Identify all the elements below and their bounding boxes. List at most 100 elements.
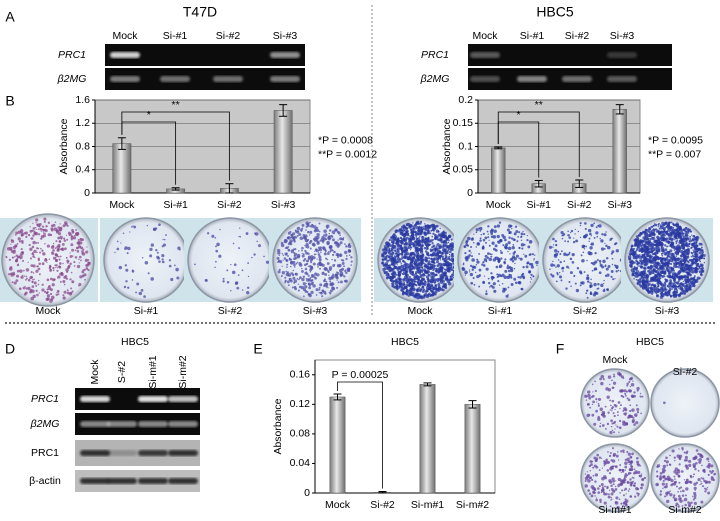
colony — [430, 275, 434, 279]
colony — [698, 277, 701, 280]
colony — [603, 248, 606, 250]
colony — [417, 260, 419, 263]
colony — [450, 238, 453, 241]
colony — [605, 244, 608, 248]
colony — [397, 272, 400, 274]
colony — [669, 490, 671, 492]
colony — [635, 487, 639, 491]
colony — [451, 257, 453, 259]
colony — [475, 231, 478, 234]
colony — [526, 234, 528, 237]
colony — [39, 227, 43, 231]
colony — [707, 460, 710, 463]
colony — [693, 275, 696, 278]
colony — [591, 394, 595, 398]
colony — [416, 232, 419, 235]
colony — [462, 263, 465, 266]
label: Mock — [407, 305, 433, 317]
colony — [603, 462, 607, 466]
colony — [693, 496, 697, 500]
colony — [434, 247, 437, 251]
colony — [435, 224, 439, 228]
colony — [620, 480, 625, 484]
colony — [639, 273, 642, 276]
colony — [421, 266, 424, 270]
colony — [641, 241, 644, 243]
colony — [596, 259, 599, 262]
colony — [614, 485, 617, 488]
colony — [290, 258, 293, 261]
colony — [611, 250, 615, 254]
colony — [552, 260, 554, 263]
colony — [410, 233, 415, 237]
colony — [683, 291, 685, 293]
colony — [513, 256, 517, 261]
colony — [465, 243, 469, 247]
colony — [82, 248, 85, 251]
colony — [584, 484, 588, 488]
colony — [443, 260, 445, 262]
colony — [161, 253, 165, 258]
colony — [49, 292, 53, 296]
colony — [621, 489, 624, 492]
colony — [339, 268, 343, 273]
dish — [187, 217, 273, 303]
colony — [635, 249, 638, 252]
colony — [549, 268, 551, 270]
colony — [629, 409, 632, 413]
label: S-#2 — [116, 361, 128, 383]
colony — [675, 281, 677, 284]
colony — [506, 228, 510, 232]
colony — [636, 386, 640, 391]
colony — [615, 496, 619, 500]
colony — [31, 285, 35, 288]
colony — [493, 225, 497, 229]
colony — [319, 283, 323, 287]
colony — [626, 457, 630, 462]
colony — [683, 258, 685, 260]
colony — [645, 241, 650, 245]
colony — [503, 262, 506, 265]
colony — [520, 239, 523, 242]
colony — [636, 279, 640, 282]
colony — [284, 279, 287, 283]
colony — [608, 472, 612, 475]
colony — [640, 251, 643, 254]
colony — [37, 233, 41, 236]
colony — [554, 239, 558, 243]
band — [270, 52, 300, 58]
colony — [289, 265, 292, 268]
label: T47D — [183, 4, 217, 20]
colony — [319, 267, 322, 270]
colony — [548, 245, 553, 249]
colony — [489, 253, 492, 256]
colony — [326, 258, 329, 261]
colony — [70, 235, 74, 240]
colony — [446, 269, 450, 273]
colony — [436, 280, 439, 283]
colony — [388, 264, 391, 267]
colony — [219, 228, 221, 231]
colony — [689, 474, 692, 478]
colony — [694, 255, 698, 258]
colony — [56, 267, 59, 269]
colony — [567, 230, 569, 232]
colony — [609, 451, 612, 454]
colony — [557, 250, 560, 253]
colony — [413, 253, 417, 257]
colony — [308, 293, 311, 296]
colony — [318, 288, 321, 291]
colony — [587, 479, 591, 483]
colony — [613, 465, 615, 468]
colony — [604, 265, 607, 268]
dish — [542, 217, 628, 303]
colony — [697, 259, 701, 262]
colony — [38, 279, 40, 282]
colony — [5, 255, 8, 258]
band — [168, 421, 198, 427]
colony — [333, 251, 335, 253]
colony — [665, 225, 668, 228]
colony — [618, 426, 622, 430]
colony — [625, 503, 628, 506]
colony — [623, 474, 628, 479]
